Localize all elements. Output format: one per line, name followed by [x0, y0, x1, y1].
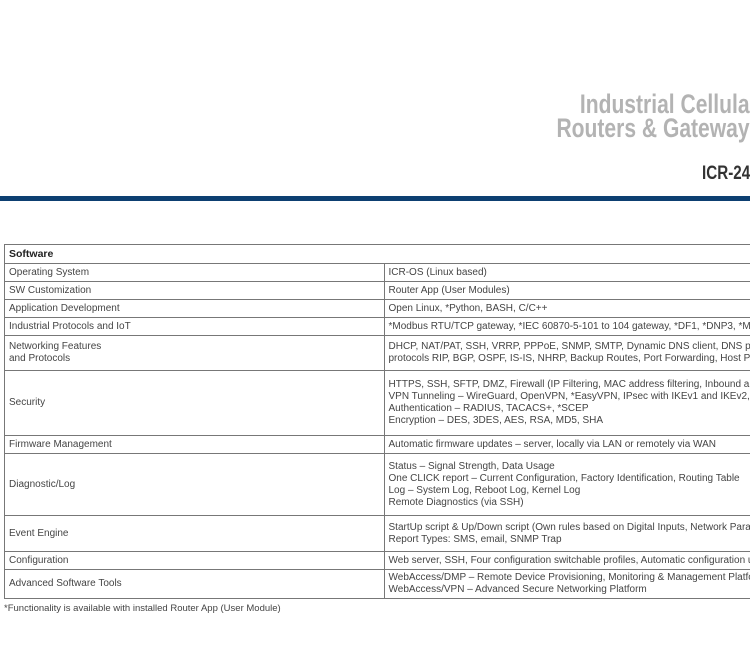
- row-label: Advanced Software Tools: [4, 569, 385, 599]
- row-value-line: ICR-OS (Linux based): [388, 266, 487, 278]
- row-label: Event Engine: [4, 515, 385, 552]
- footnote: *Functionality is available with install…: [4, 603, 281, 614]
- row-value: WebAccess/DMP – Remote Device Provisioni…: [383, 569, 750, 599]
- table-row: Operating System ICR-OS (Linux based): [4, 263, 750, 282]
- model-name: ICR-24: [701, 163, 750, 184]
- row-value-line: WebAccess/DMP – Remote Device Provisioni…: [388, 572, 750, 583]
- row-label: Configuration: [4, 551, 385, 570]
- table-row: Security HTTPS, SSH, SFTP, DMZ, Firewall …: [4, 370, 750, 436]
- row-value: Automatic firmware updates – server, loc…: [383, 435, 750, 454]
- row-value-line: VPN Tunneling – WireGuard, OpenVPN, *Eas…: [388, 391, 750, 402]
- row-value-line: DHCP, NAT/PAT, SSH, VRRP, PPPoE, SNMP, S…: [388, 341, 750, 352]
- row-value: Open Linux, *Python, BASH, C/C++: [383, 299, 750, 318]
- header-divider: [0, 196, 750, 201]
- row-label-line: Networking Features: [9, 341, 102, 352]
- row-value-line: Log – System Log, Reboot Log, Kernel Log: [388, 484, 581, 496]
- table-row: Advanced Software Tools WebAccess/DMP – R…: [4, 569, 750, 599]
- row-value: ICR-OS (Linux based): [383, 263, 750, 282]
- row-label: Operating System: [4, 263, 385, 282]
- table-row: Configuration Web server, SSH, Four confi…: [4, 551, 750, 570]
- row-value-line: protocols RIP, BGP, OSPF, IS-IS, NHRP, B…: [388, 353, 750, 364]
- row-label: Industrial Protocols and IoT: [4, 317, 385, 336]
- row-label: SW Customization: [4, 281, 385, 300]
- row-value-line: Open Linux, *Python, BASH, C/C++: [388, 302, 548, 314]
- section-header: Software: [4, 244, 750, 264]
- row-value-line: Authentication – RADIUS, TACACS+, *SCEP: [388, 403, 589, 414]
- row-value-line: WebAccess/VPN – Advanced Secure Networki…: [388, 584, 647, 595]
- row-value-line: *Modbus RTU/TCP gateway, *IEC 60870-5-10…: [388, 320, 750, 332]
- row-label: Application Development: [4, 299, 385, 318]
- row-label: Firmware Management: [4, 435, 385, 454]
- row-label: Security: [4, 370, 385, 436]
- table-row: SW Customization Router App (User Modules…: [4, 281, 750, 300]
- row-value-line: StartUp script & Up/Down script (Own rul…: [388, 521, 750, 533]
- row-value: Web server, SSH, Four configuration swit…: [383, 551, 750, 570]
- row-value-line: Encryption – DES, 3DES, AES, RSA, MD5, S…: [388, 415, 604, 426]
- software-spec-table: Software Operating System ICR-OS (Linux b…: [4, 244, 750, 599]
- row-value-line: One CLICK report – Current Configuration…: [388, 472, 740, 484]
- row-value: DHCP, NAT/PAT, SSH, VRRP, PPPoE, SNMP, S…: [383, 335, 750, 371]
- row-value-line: Remote Diagnostics (via SSH): [388, 496, 524, 508]
- table-row: Diagnostic/Log Status – Signal Strength, …: [4, 453, 750, 516]
- title-line-1: Industrial Cellula: [580, 89, 750, 119]
- row-value-line: Report Types: SMS, email, SNMP Trap: [388, 533, 562, 545]
- row-label: Diagnostic/Log: [4, 453, 385, 516]
- row-value: *Modbus RTU/TCP gateway, *IEC 60870-5-10…: [383, 317, 750, 336]
- row-value: HTTPS, SSH, SFTP, DMZ, Firewall (IP Filt…: [383, 370, 750, 436]
- row-value: Status – Signal Strength, Data Usage One …: [383, 453, 750, 516]
- table-row: Event Engine StartUp script & Up/Down scr…: [4, 515, 750, 552]
- table-row: Networking Features and Protocols DHCP, NA…: [4, 335, 750, 371]
- row-value: Router App (User Modules): [383, 281, 750, 300]
- table-row: Application Development Open Linux, *Pyth…: [4, 299, 750, 318]
- row-value-line: Automatic firmware updates – server, loc…: [388, 438, 717, 450]
- row-value-line: Web server, SSH, Four configuration swit…: [388, 554, 750, 566]
- row-value: StartUp script & Up/Down script (Own rul…: [383, 515, 750, 552]
- row-label: Networking Features and Protocols: [4, 335, 385, 371]
- row-value-line: Status – Signal Strength, Data Usage: [388, 460, 555, 472]
- row-label-line: and Protocols: [9, 353, 71, 364]
- title-line-2: Routers & Gateway: [556, 113, 750, 143]
- row-value-line: Router App (User Modules): [388, 284, 510, 296]
- table-row: Firmware Management Automatic firmware up…: [4, 435, 750, 454]
- row-value-line: HTTPS, SSH, SFTP, DMZ, Firewall (IP Filt…: [388, 379, 750, 390]
- table-row: Industrial Protocols and IoT *Modbus RTU/…: [4, 317, 750, 336]
